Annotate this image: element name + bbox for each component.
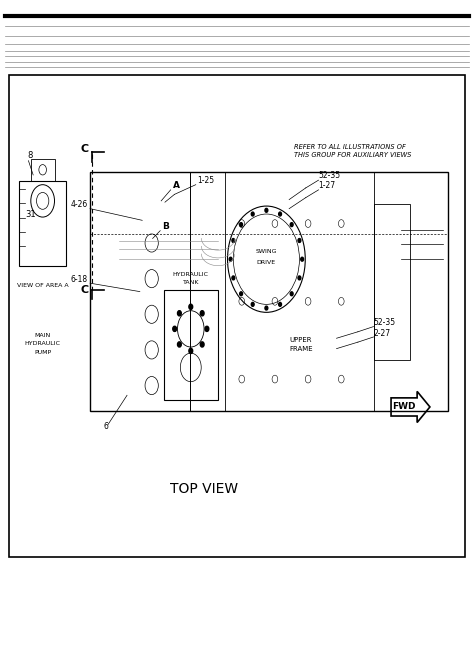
Circle shape bbox=[177, 310, 181, 316]
Circle shape bbox=[251, 212, 254, 216]
Circle shape bbox=[265, 306, 268, 310]
Circle shape bbox=[301, 257, 303, 261]
Circle shape bbox=[279, 212, 282, 216]
Circle shape bbox=[189, 305, 192, 309]
Circle shape bbox=[205, 327, 209, 331]
Text: PUMP: PUMP bbox=[34, 350, 51, 355]
Circle shape bbox=[229, 257, 232, 261]
Text: 1-27: 1-27 bbox=[319, 181, 336, 190]
Circle shape bbox=[298, 276, 301, 280]
Text: HYDRAULIC: HYDRAULIC bbox=[25, 341, 61, 347]
Text: 1-25: 1-25 bbox=[197, 176, 214, 185]
Circle shape bbox=[232, 276, 235, 280]
Circle shape bbox=[189, 349, 192, 354]
Text: B: B bbox=[162, 222, 169, 231]
Circle shape bbox=[279, 303, 282, 307]
Bar bbox=[90, 172, 448, 411]
Text: 52-35: 52-35 bbox=[319, 171, 341, 180]
Circle shape bbox=[290, 292, 293, 295]
Circle shape bbox=[177, 342, 181, 347]
Text: SWING: SWING bbox=[255, 249, 277, 254]
Circle shape bbox=[298, 238, 301, 242]
Text: C: C bbox=[81, 285, 89, 295]
Circle shape bbox=[240, 223, 243, 227]
Circle shape bbox=[265, 209, 268, 213]
Text: 4-26: 4-26 bbox=[70, 200, 87, 209]
Circle shape bbox=[232, 238, 235, 242]
Text: 8: 8 bbox=[27, 151, 32, 160]
Circle shape bbox=[201, 310, 204, 316]
Text: TANK: TANK bbox=[182, 280, 199, 285]
Text: DRIVE: DRIVE bbox=[257, 260, 276, 265]
Bar bbox=[9, 75, 465, 557]
Circle shape bbox=[173, 327, 176, 331]
Circle shape bbox=[240, 292, 243, 295]
Text: FWD: FWD bbox=[392, 402, 416, 411]
Bar bbox=[225, 172, 374, 411]
Text: HYDRAULIC: HYDRAULIC bbox=[173, 272, 209, 277]
Text: TOP VIEW: TOP VIEW bbox=[170, 482, 238, 496]
Bar bbox=[19, 181, 66, 266]
Bar bbox=[374, 204, 410, 360]
Text: C: C bbox=[81, 145, 89, 154]
Text: VIEW OF AREA A: VIEW OF AREA A bbox=[17, 283, 68, 288]
Text: 52-35: 52-35 bbox=[374, 318, 396, 327]
Bar bbox=[31, 159, 55, 181]
Text: A: A bbox=[173, 181, 180, 190]
Circle shape bbox=[251, 303, 254, 307]
Text: FRAME: FRAME bbox=[289, 345, 313, 352]
Text: 6: 6 bbox=[103, 422, 108, 431]
Text: UPPER: UPPER bbox=[290, 337, 312, 343]
Text: MAIN: MAIN bbox=[35, 333, 51, 338]
Bar bbox=[164, 290, 218, 400]
Text: 2-27: 2-27 bbox=[374, 329, 391, 338]
Text: REFER TO ALL ILLUSTRATIONS OF: REFER TO ALL ILLUSTRATIONS OF bbox=[294, 144, 406, 150]
Text: THIS GROUP FOR AUXILIARY VIEWS: THIS GROUP FOR AUXILIARY VIEWS bbox=[294, 152, 411, 158]
Text: 31: 31 bbox=[26, 210, 36, 219]
Circle shape bbox=[290, 223, 293, 227]
Circle shape bbox=[201, 342, 204, 347]
Text: 6-18: 6-18 bbox=[70, 275, 87, 284]
